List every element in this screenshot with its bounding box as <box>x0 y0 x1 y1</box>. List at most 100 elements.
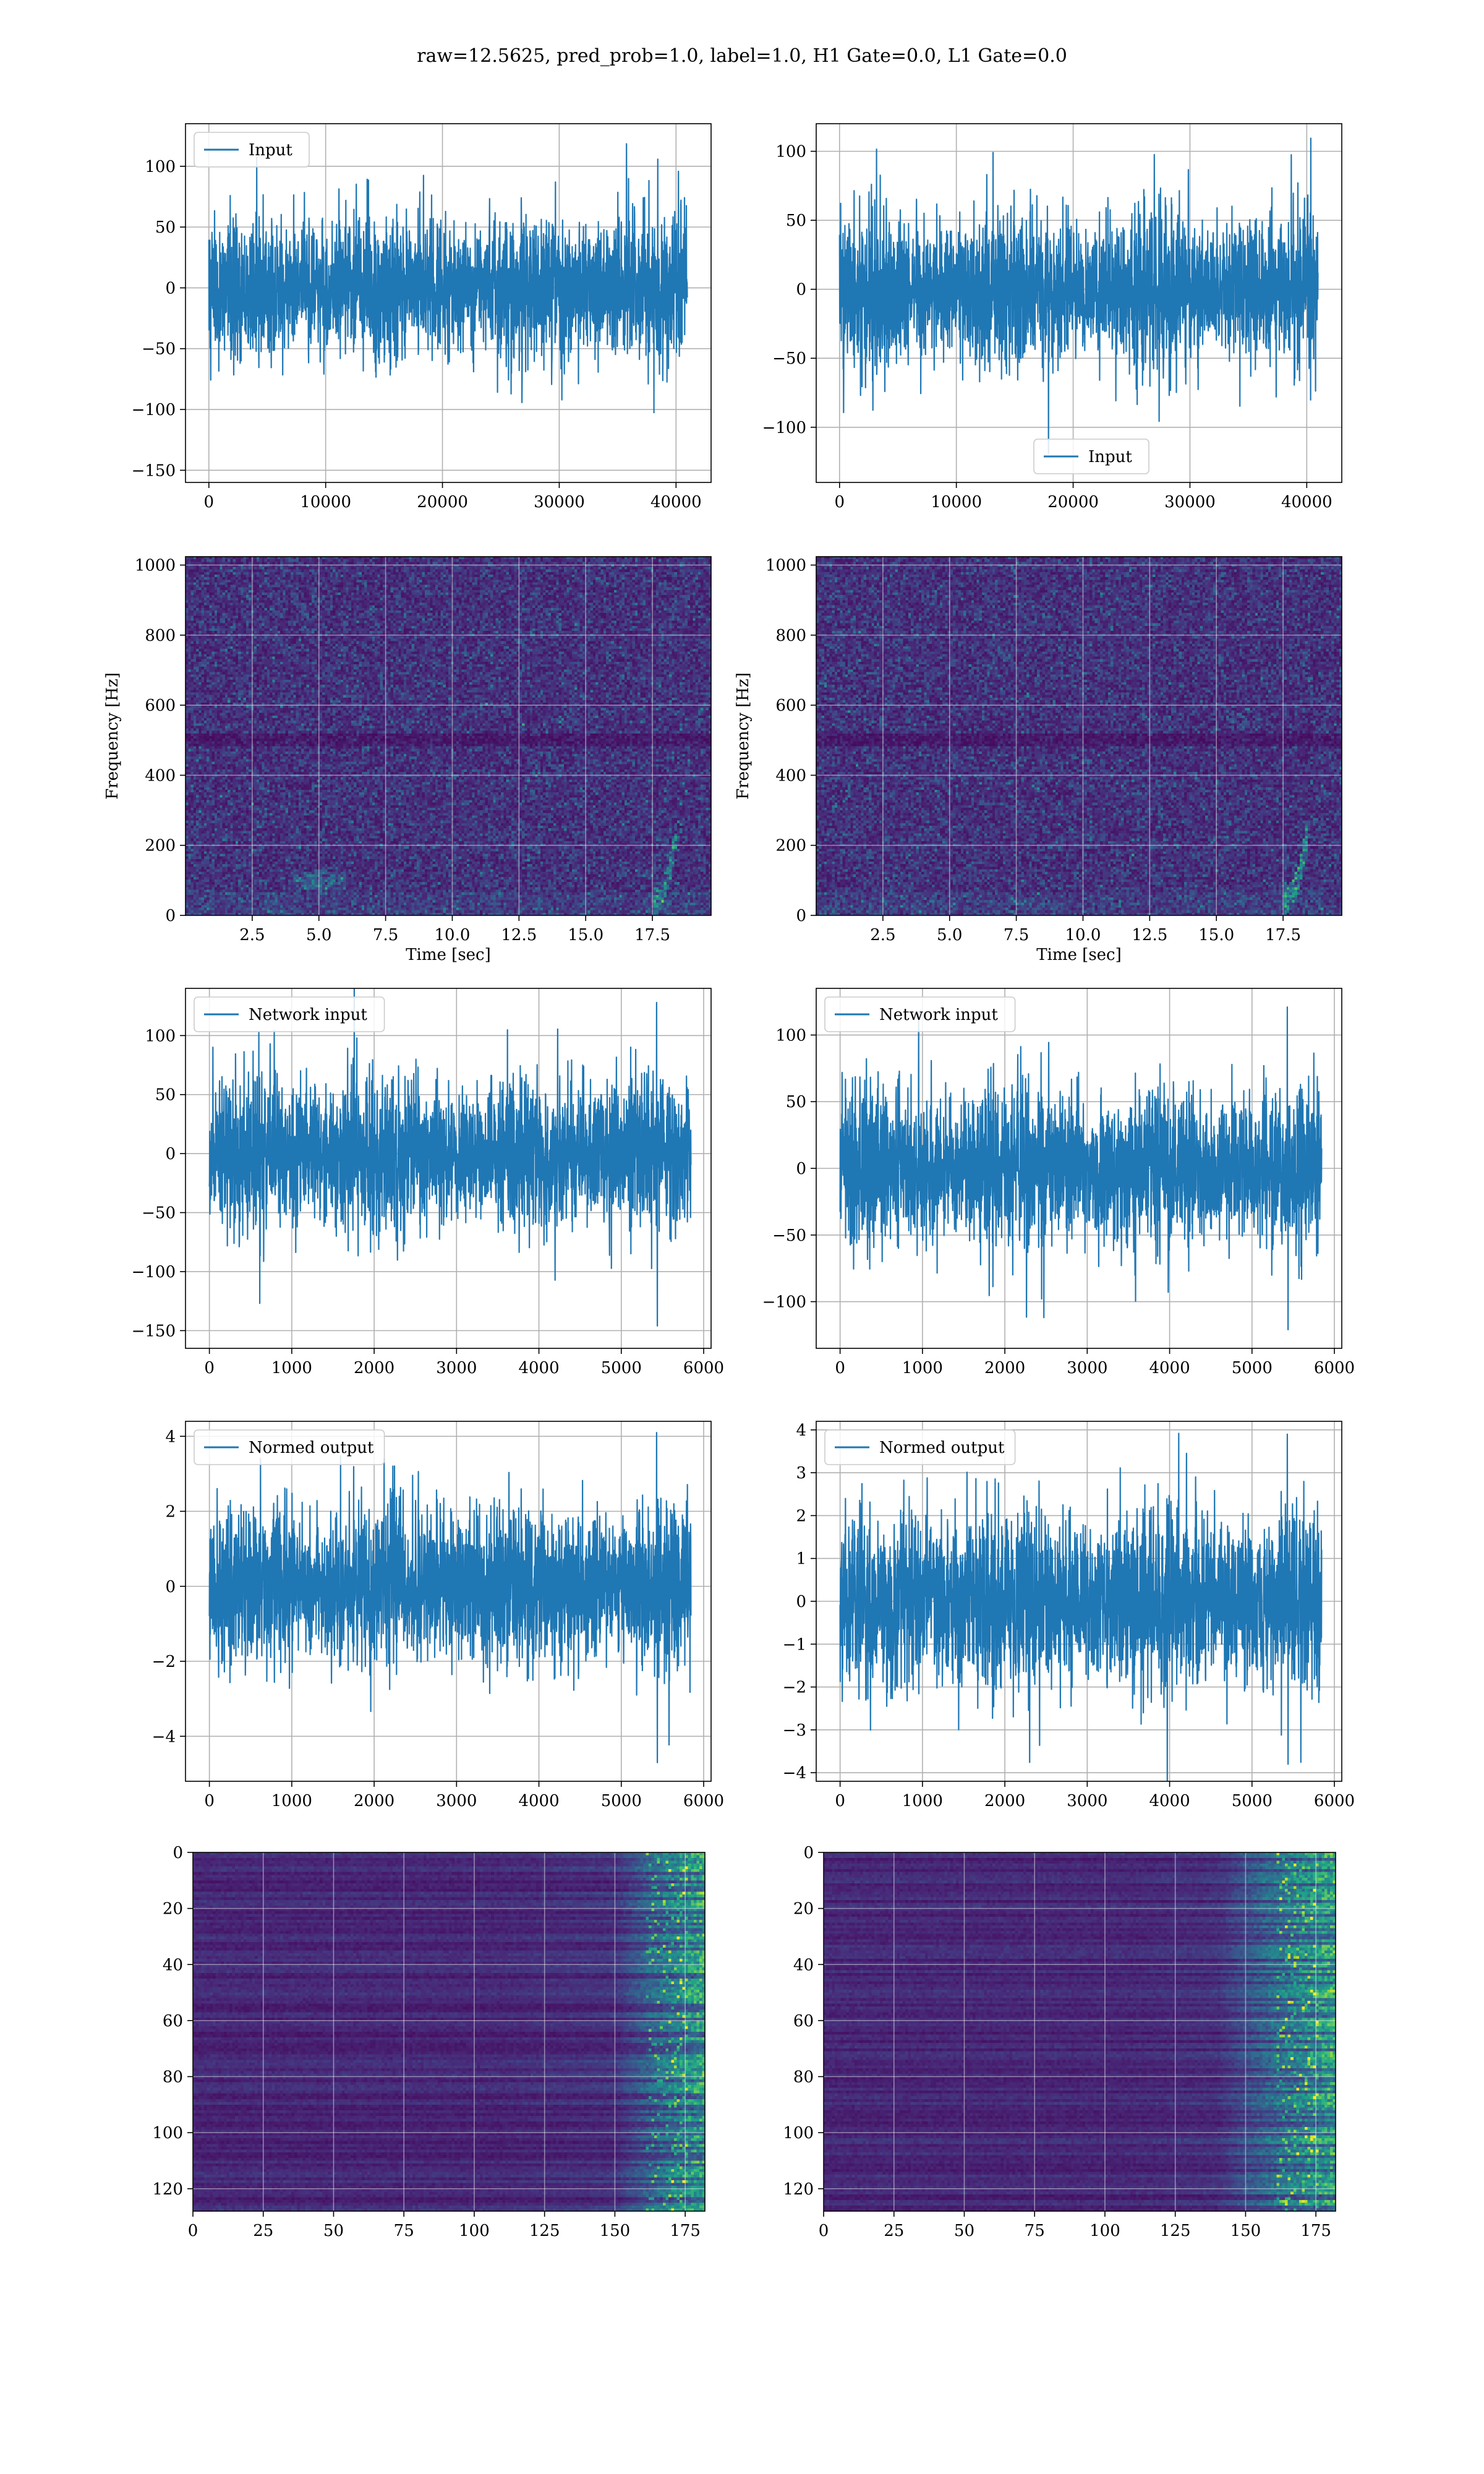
y-tick-label: −100 <box>132 1263 176 1282</box>
x-tick-label: 2000 <box>354 1792 394 1810</box>
plot-area <box>186 124 711 482</box>
legend-label: Normed output <box>249 1439 374 1457</box>
legend-box <box>1033 439 1149 474</box>
y-tick-label: 0 <box>796 907 806 925</box>
x-tick-label: 0 <box>819 2222 829 2240</box>
chart-r2c2: 2.5 5.0 7.5 10.0 12.5 15.0 17.5 0 200 400 600 800 10… <box>734 556 1342 964</box>
x-tick-label: 2000 <box>984 1359 1025 1377</box>
x-tick-label: 3000 <box>436 1792 477 1810</box>
legend: Network input <box>194 996 385 1032</box>
x-tick-label: 175 <box>1300 2222 1331 2240</box>
y-tick-label: 1000 <box>135 557 176 575</box>
x-tick-label: 12.5 <box>501 926 537 944</box>
x-tick-label: 0 <box>188 2222 198 2240</box>
y-tick-label: 50 <box>786 212 806 230</box>
axes-frame <box>823 1852 1336 2212</box>
plot-area <box>193 1852 705 2211</box>
y-tick-label: 600 <box>775 696 806 715</box>
y-tick-label: 4 <box>165 1427 176 1446</box>
x-tick-label: 10000 <box>931 493 982 511</box>
legend: Network input <box>824 996 1016 1032</box>
y-tick-label: −50 <box>772 349 806 368</box>
x-tick-label: 4000 <box>518 1359 559 1377</box>
y-tick-label: −4 <box>783 1764 806 1783</box>
x-tick-label: 1000 <box>271 1792 312 1810</box>
y-tick-label: 2 <box>796 1507 806 1525</box>
x-tick-label: 2000 <box>984 1792 1025 1810</box>
y-axis-label: Frequency [Hz] <box>103 672 122 800</box>
legend-label: Normed output <box>879 1439 1005 1457</box>
x-tick-label: 6000 <box>683 1792 724 1810</box>
y-tick-label: −2 <box>783 1679 806 1697</box>
y-tick-label: 0 <box>796 1160 806 1178</box>
axes-frame <box>185 1421 712 1782</box>
axes-frame <box>185 988 712 1349</box>
x-tick-label: 150 <box>600 2222 631 2240</box>
x-tick-label: 100 <box>459 2222 490 2240</box>
y-tick-label: −1 <box>783 1635 806 1654</box>
axes-frame <box>192 1852 706 2212</box>
y-tick-label: −4 <box>152 1727 176 1746</box>
chart-r1c2: 0 10000 20000 30000 40000 −100 −50 0 50 100 Input <box>762 123 1342 511</box>
x-tick-label: 30000 <box>1164 493 1216 511</box>
series-line <box>839 1432 1323 1781</box>
y-tick-label: 3 <box>796 1464 806 1483</box>
y-tick-label: −150 <box>132 461 176 480</box>
y-axis-label: Frequency [Hz] <box>734 672 753 800</box>
x-tick-label: 125 <box>1160 2222 1191 2240</box>
x-tick-label: 0 <box>835 1359 845 1377</box>
y-tick-label: 0 <box>803 1844 814 1862</box>
grid <box>186 557 711 915</box>
legend-box <box>824 1429 1016 1465</box>
x-tick-label: 15.0 <box>568 926 603 944</box>
x-tick-label: 125 <box>529 2222 560 2240</box>
x-tick-label: 2000 <box>354 1359 394 1377</box>
y-tick-label: 0 <box>165 907 176 925</box>
x-tick-label: 4000 <box>518 1792 559 1810</box>
x-tick-label: 15.0 <box>1198 926 1234 944</box>
y-tick-label: 200 <box>145 837 176 855</box>
x-tick-label: 3000 <box>1067 1359 1107 1377</box>
x-tick-label: 6000 <box>683 1359 724 1377</box>
y-tick-label: 100 <box>145 1027 176 1045</box>
x-tick-label: 0 <box>835 1792 845 1810</box>
plot-area <box>186 557 711 915</box>
x-tick-label: 3000 <box>436 1359 477 1377</box>
x-tick-label: 0 <box>835 493 845 511</box>
y-tick-label: 80 <box>793 2068 814 2087</box>
x-tick-label: 0 <box>204 1359 215 1377</box>
y-tick-label: 0 <box>165 279 176 297</box>
x-tick-label: 175 <box>670 2222 701 2240</box>
y-tick-label: 100 <box>783 2124 814 2142</box>
y-tick-label: 0 <box>173 1844 183 1862</box>
axes-frame <box>185 123 712 483</box>
y-tick-label: −100 <box>762 1293 806 1312</box>
y-tick-label: 80 <box>163 2068 183 2087</box>
axes-frame <box>185 556 712 916</box>
x-tick-label: 2.5 <box>239 926 265 944</box>
x-tick-label: 40000 <box>650 493 702 511</box>
legend: Normed output <box>194 1429 385 1465</box>
chart-r2c1: 2.5 5.0 7.5 10.0 12.5 15.0 17.5 0 200 400 600 800 10… <box>103 556 712 964</box>
y-tick-label: −50 <box>772 1226 806 1245</box>
axes-frame <box>816 556 1342 916</box>
x-tick-label: 4000 <box>1149 1792 1190 1810</box>
legend-box <box>194 132 310 168</box>
y-tick-label: −100 <box>762 419 806 437</box>
legend-label: Input <box>1088 448 1132 466</box>
x-tick-label: 150 <box>1230 2222 1261 2240</box>
plot-area <box>816 557 1342 915</box>
x-tick-label: 100 <box>1090 2222 1120 2240</box>
legend: Input <box>1033 439 1149 474</box>
y-tick-label: 0 <box>165 1578 176 1596</box>
heatmap-image <box>186 557 711 915</box>
x-tick-label: 10000 <box>300 493 351 511</box>
x-tick-label: 10.0 <box>1065 926 1101 944</box>
heatmap-image <box>816 557 1342 915</box>
plot-area <box>816 124 1342 482</box>
series-line <box>208 988 692 1327</box>
x-tick-label: 5000 <box>1232 1792 1273 1810</box>
x-tick-label: 7.5 <box>1004 926 1029 944</box>
y-tick-label: 60 <box>793 2012 814 2031</box>
